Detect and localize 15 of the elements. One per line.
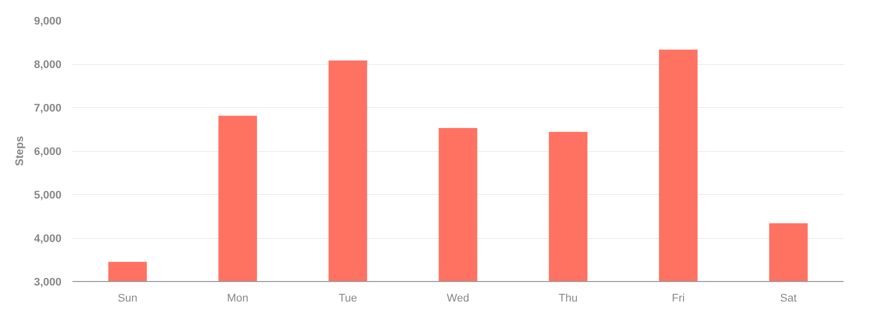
x-tick-label: Fri xyxy=(672,292,685,304)
y-axis-title: Steps xyxy=(14,136,26,166)
x-tick-label: Mon xyxy=(227,292,248,304)
x-tick-label: Wed xyxy=(446,292,470,304)
y-tick-label: 8,000 xyxy=(34,59,62,71)
y-tick-label: 5,000 xyxy=(34,190,62,202)
y-tick-label: 4,000 xyxy=(34,233,62,245)
y-tick-label: 7,000 xyxy=(34,102,62,114)
y-tick-label: 6,000 xyxy=(34,146,62,158)
x-tick-label: Sun xyxy=(118,292,138,304)
x-tick-label: Thu xyxy=(558,292,578,304)
x-tick-label: Tue xyxy=(338,292,358,304)
x-tick-label: Sat xyxy=(780,292,797,304)
y-tick-label: 9,000 xyxy=(34,16,62,28)
y-tick-label: 3,000 xyxy=(34,276,62,288)
